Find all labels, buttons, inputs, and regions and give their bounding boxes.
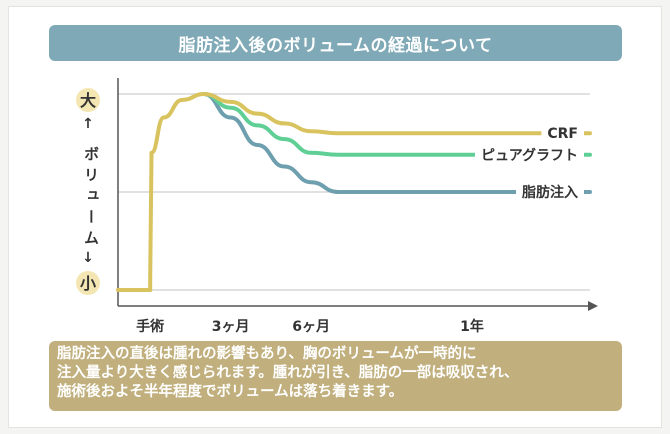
y-top-arrow: ↑ — [82, 116, 94, 132]
note-line-2: 注入量より大きく感じられます。腫れが引き、脂肪の一部は吸収され、 — [57, 365, 519, 381]
series-label-bg — [516, 181, 584, 203]
note-line-3: 施術後およそ半年程度でボリュームは落ち着きます。 — [57, 384, 404, 400]
chart-title: 脂肪注入後のボリュームの経過について — [49, 25, 622, 61]
y-top-badge — [76, 88, 100, 112]
series-line — [201, 92, 592, 194]
x-tick-label: 1年 — [460, 318, 484, 335]
y-bottom-arrow: ↓ — [82, 250, 94, 266]
series-lines — [116, 92, 592, 292]
x-axis-arrowhead — [588, 301, 598, 311]
chart-title-text: 脂肪注入後のボリュームの経過について — [178, 35, 493, 56]
y-bottom-badge — [76, 271, 100, 295]
x-tick-label: 3ヶ月 — [212, 319, 250, 335]
series-line — [201, 92, 592, 157]
series-label: 脂肪注入 — [521, 184, 578, 201]
series-line — [116, 92, 592, 292]
series-label-bg — [474, 143, 584, 166]
series-label: ピュアグラフト — [481, 147, 578, 164]
x-tick-label: 6ヶ月 — [292, 319, 330, 335]
series-label-bg — [541, 122, 584, 145]
x-tick-labels: 手術 3ヶ月 6ヶ月 1年 — [136, 318, 484, 335]
y-bottom-label: 小 — [80, 274, 96, 293]
explanation-note: 脂肪注入の直後は腫れの影響もあり、胸のボリュームが一時的に 注入量より大きく感じ… — [49, 341, 622, 411]
x-tick-label: 手術 — [136, 318, 164, 335]
y-axis-title: ボリューム — [82, 146, 100, 251]
axes — [117, 78, 598, 311]
series-label: CRF — [547, 126, 578, 142]
note-line-1: 脂肪注入の直後は腫れの影響もあり、胸のボリュームが一時的に — [57, 346, 477, 362]
y-axis-labels: 大 ↑ ボリューム ↓ 小 — [76, 88, 100, 295]
y-top-label: 大 — [80, 91, 96, 110]
